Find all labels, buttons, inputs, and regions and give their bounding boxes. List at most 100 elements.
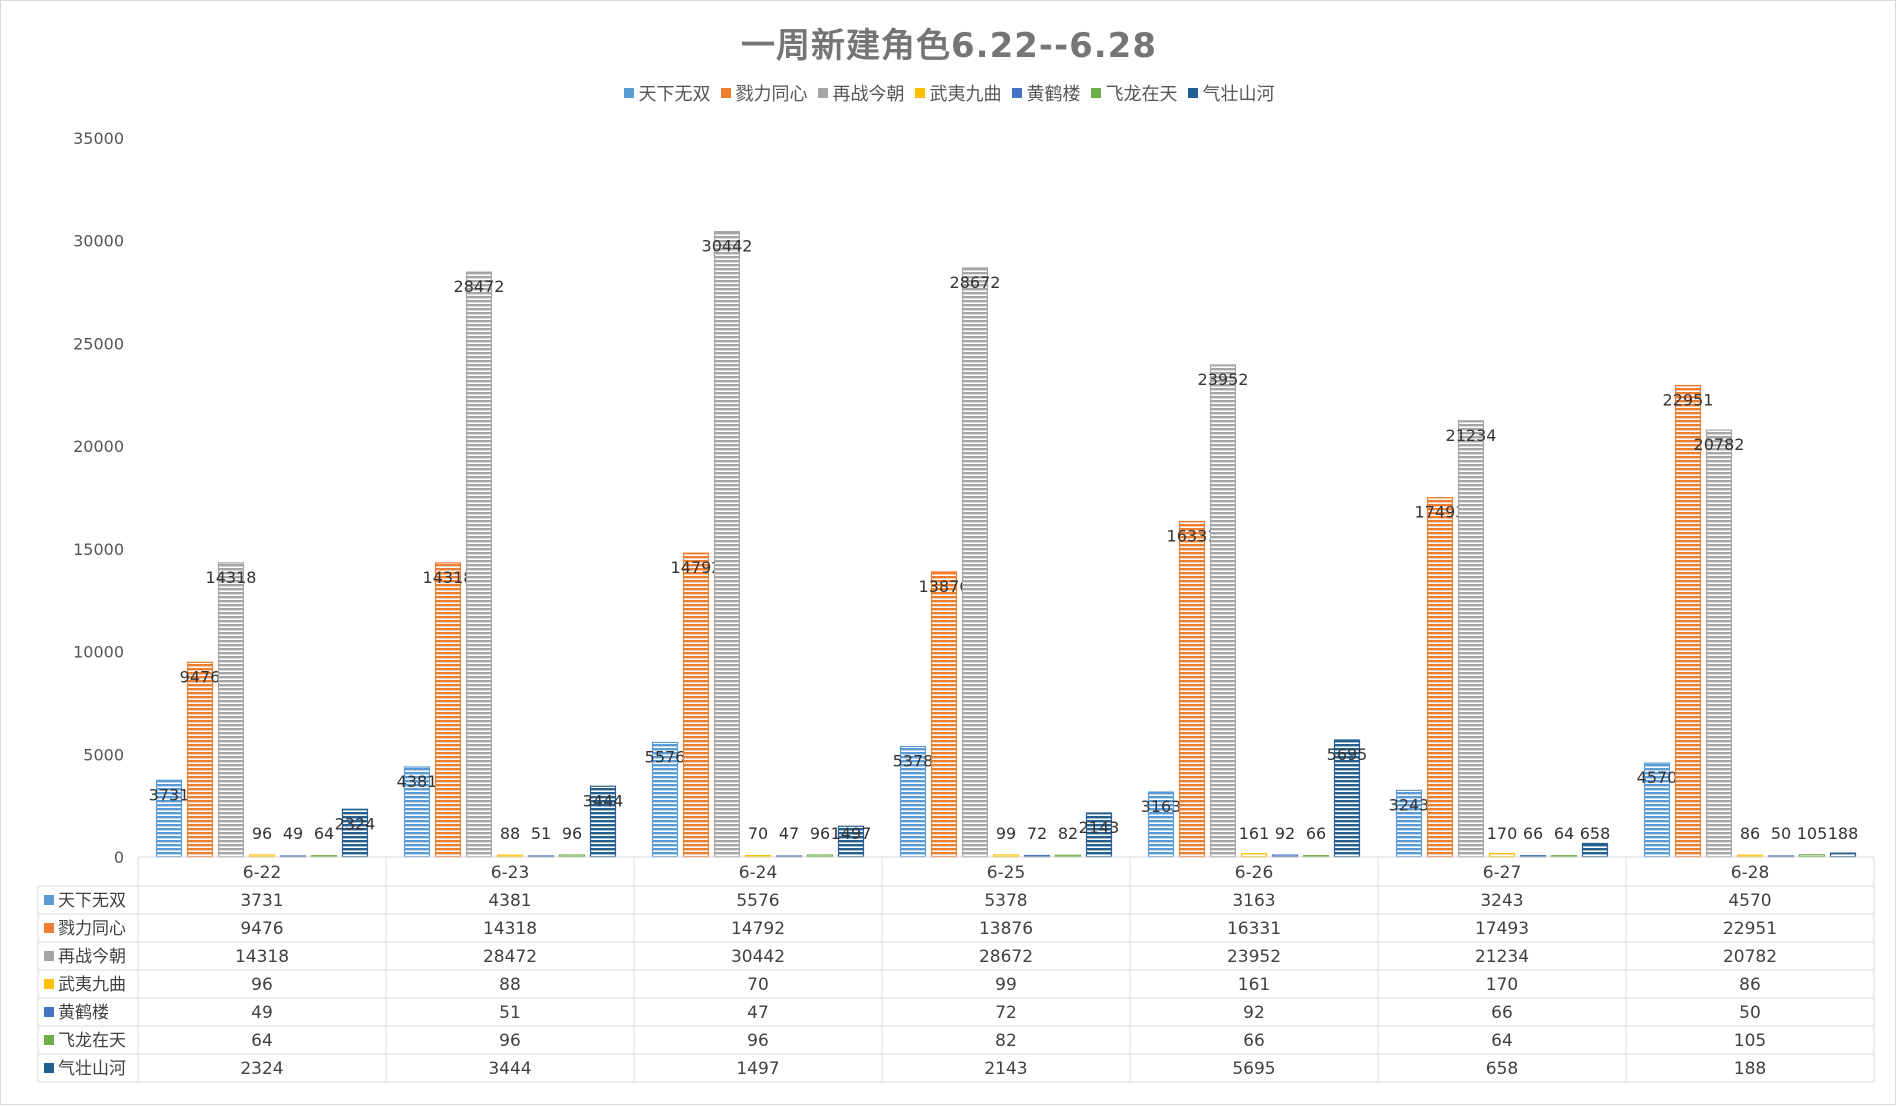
bar: [1674, 384, 1702, 858]
data-label: 4570: [1637, 768, 1678, 787]
data-label: 21234: [1446, 426, 1497, 445]
data-label: 1497: [831, 824, 872, 843]
bar: [713, 231, 741, 858]
table-cell: 14318: [483, 919, 537, 939]
table-cell: 82: [995, 1031, 1017, 1051]
legend-swatch: [1011, 88, 1022, 98]
table-cell: 1497: [736, 1059, 779, 1079]
table-cell: 30442: [731, 947, 785, 967]
table-cell: 105: [1734, 1031, 1766, 1051]
data-label: 49: [283, 824, 303, 843]
table-cell: 3731: [240, 891, 283, 911]
data-label: 3243: [1389, 795, 1430, 814]
data-label: 99: [996, 824, 1016, 843]
bar: [961, 267, 989, 858]
bar: [465, 271, 493, 858]
table-cell: 16331: [1227, 919, 1281, 939]
table-cell: 96: [747, 1031, 769, 1051]
data-label: 170: [1487, 824, 1518, 843]
data-label: 66: [1306, 824, 1326, 843]
bar: [1178, 520, 1206, 858]
bar: [403, 766, 431, 858]
bar: [651, 741, 679, 858]
legend-item: 气壮山河: [1187, 80, 1275, 106]
bar: [155, 779, 183, 858]
legend-label: 飞龙在天: [1105, 84, 1178, 105]
x-tick-label: 6-27: [1483, 863, 1522, 883]
y-tick-label: 25000: [73, 334, 124, 353]
table-cell: 4381: [488, 891, 531, 911]
table-cell: 66: [1243, 1031, 1265, 1051]
data-label: 66: [1523, 824, 1543, 843]
table-legend-swatch: [44, 923, 54, 933]
table-series-name: 飞龙在天: [58, 1031, 126, 1051]
bar: [1395, 789, 1423, 858]
data-label: 28472: [454, 277, 505, 296]
table-cell: 49: [251, 1003, 273, 1023]
table-cell: 5695: [1232, 1059, 1275, 1079]
table-cell: 658: [1486, 1059, 1518, 1079]
data-label: 30442: [702, 237, 753, 256]
table-series-name: 黄鹤楼: [58, 1003, 109, 1023]
data-label: 2143: [1079, 818, 1120, 837]
table-legend-swatch: [44, 951, 54, 961]
data-label: 3444: [583, 791, 624, 810]
table-cell: 23952: [1227, 947, 1281, 967]
y-tick-label: 20000: [73, 437, 124, 456]
data-label: 14318: [206, 568, 257, 587]
data-label: 5378: [893, 752, 934, 771]
data-label: 96: [252, 824, 272, 843]
bar: [1705, 429, 1733, 858]
table-cell: 50: [1739, 1003, 1761, 1023]
y-tick-label: 15000: [73, 540, 124, 559]
legend-label: 黄鹤楼: [1026, 84, 1081, 105]
data-label: 50: [1771, 824, 1791, 843]
table-cell: 51: [499, 1003, 521, 1023]
legend-item: 再战今朝: [817, 80, 905, 106]
table-cell: 47: [747, 1003, 769, 1023]
chart-title: 一周新建角色6.22--6.28: [741, 26, 1157, 66]
data-label: 188: [1828, 824, 1859, 843]
bar: [1085, 812, 1113, 858]
data-label: 13876: [919, 577, 970, 596]
table-cell: 64: [1491, 1031, 1513, 1051]
legend-swatch: [1090, 88, 1101, 98]
y-tick-label: 35000: [73, 129, 124, 148]
data-label: 5576: [645, 747, 686, 766]
legend-swatch: [720, 88, 731, 98]
data-label: 23952: [1198, 370, 1249, 389]
table-cell: 3243: [1480, 891, 1523, 911]
table-cell: 92: [1243, 1003, 1265, 1023]
table-cell: 2324: [240, 1059, 283, 1079]
table-cell: 14318: [235, 947, 289, 967]
bar: [217, 562, 245, 858]
table-cell: 9476: [240, 919, 283, 939]
bar: [1488, 852, 1516, 858]
data-label: 3163: [1141, 797, 1182, 816]
x-tick-label: 6-28: [1731, 863, 1770, 883]
table-legend-swatch: [44, 1035, 54, 1045]
y-tick-label: 0: [114, 848, 124, 867]
data-label: 161: [1239, 824, 1270, 843]
bar: [899, 745, 927, 858]
table-cell: 22951: [1723, 919, 1777, 939]
x-tick-label: 6-26: [1235, 863, 1274, 883]
bar: [434, 562, 462, 858]
table-cell: 88: [499, 975, 521, 995]
table-cell: 70: [747, 975, 769, 995]
data-label: 9476: [180, 667, 221, 686]
data-label: 2324: [335, 814, 376, 833]
data-label: 72: [1027, 824, 1047, 843]
table-cell: 5378: [984, 891, 1027, 911]
y-tick-label: 30000: [73, 232, 124, 251]
data-label: 4381: [397, 772, 438, 791]
table-cell: 66: [1491, 1003, 1513, 1023]
data-label: 14318: [423, 568, 474, 587]
data-label: 92: [1275, 824, 1295, 843]
table-cell: 3444: [488, 1059, 531, 1079]
table-cell: 99: [995, 975, 1017, 995]
table-legend-swatch: [44, 1007, 54, 1017]
x-tick-label: 6-22: [243, 863, 282, 883]
